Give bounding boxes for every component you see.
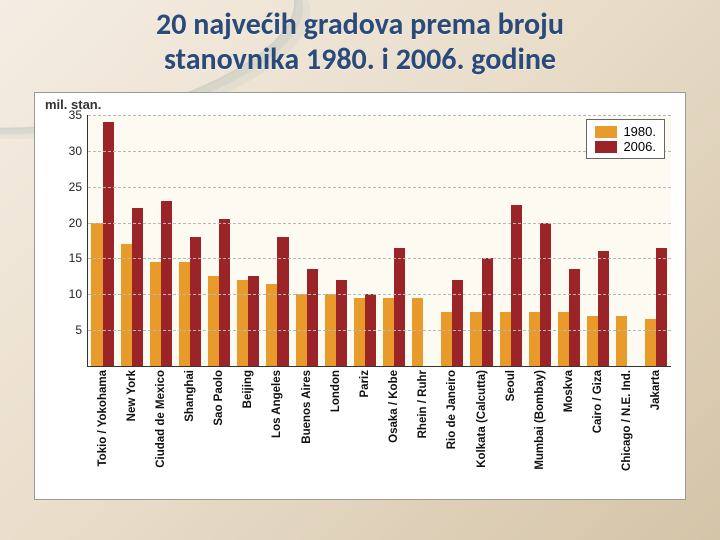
bar-y1980	[587, 316, 598, 366]
bar-y1980	[150, 262, 161, 366]
bar-y2006	[394, 248, 405, 366]
bar-y2006	[452, 280, 463, 366]
grid-line	[88, 151, 671, 152]
x-tick-label: Kolkata (Calcutta)	[476, 370, 488, 468]
y-tick: 5	[75, 323, 82, 337]
bar-y1980	[266, 284, 277, 366]
bar-y2006	[219, 219, 230, 366]
chart-inner: mil. stan. 5101520253035Tokio / Yokohama…	[39, 97, 681, 495]
legend-swatch-2006	[595, 141, 617, 153]
bar-y1980	[616, 316, 627, 366]
bar-y1980	[208, 276, 219, 366]
bar-y2006	[656, 248, 667, 366]
y-tick: 30	[69, 144, 82, 158]
bar-y2006	[511, 205, 522, 366]
x-tick-label: Mumbai (Bombay)	[534, 370, 546, 470]
legend-swatch-1980	[595, 126, 617, 138]
bars-container	[88, 115, 671, 366]
x-tick-label: London	[330, 370, 342, 412]
grid-line	[88, 294, 671, 295]
x-tick-label: Sao Paolo	[213, 370, 225, 426]
x-tick-label: Los Angeles	[271, 370, 283, 438]
bar-y2006	[336, 280, 347, 366]
legend-row-1980: 1980.	[595, 124, 656, 139]
x-tick-label: Cairo / Giza	[592, 370, 604, 433]
grid-line	[88, 187, 671, 188]
bar-y1980	[121, 244, 132, 366]
x-tick-label: Seoul	[505, 370, 517, 401]
grid-line	[88, 330, 671, 331]
x-tick-label: Moskva	[563, 370, 575, 412]
bar-y1980	[529, 312, 540, 366]
bar-y2006	[132, 208, 143, 366]
bar-y1980	[470, 312, 481, 366]
grid-line	[88, 223, 671, 224]
bar-y1980	[441, 312, 452, 366]
chart-frame: mil. stan. 5101520253035Tokio / Yokohama…	[34, 92, 686, 500]
y-tick: 10	[69, 287, 82, 301]
y-tick: 15	[69, 251, 82, 265]
plot-area: 5101520253035Tokio / YokohamaNew YorkCiu…	[87, 115, 671, 367]
x-tick-label: Buenos Aires	[301, 370, 313, 444]
bar-y1980	[237, 280, 248, 366]
x-tick-label: Beijing	[242, 370, 254, 408]
bar-y2006	[161, 201, 172, 366]
bar-y2006	[307, 269, 318, 366]
bar-y2006	[569, 269, 580, 366]
x-tick-label: Pariz	[359, 370, 371, 398]
bar-y2006	[190, 237, 201, 366]
y-tick: 20	[69, 216, 82, 230]
x-tick-label: Rio de Janeiro	[446, 370, 458, 449]
x-tick-label: Shanghai	[184, 370, 196, 422]
title-line-2: stanovnika 1980. i 2006. godine	[164, 41, 556, 78]
bar-y1980	[354, 298, 365, 366]
bar-y2006	[482, 258, 493, 366]
x-tick-label: Jakarta	[650, 370, 662, 410]
x-tick-label: Osaka / Kobe	[388, 370, 400, 443]
page-title: 20 najvećih gradova prema broju stanovni…	[0, 8, 720, 77]
legend-label-1980: 1980.	[623, 124, 656, 139]
bar-y1980	[558, 312, 569, 366]
bar-y1980	[179, 262, 190, 366]
x-tick-label: Ciudad de Mexico	[155, 370, 167, 468]
y-tick: 35	[69, 108, 82, 122]
legend-row-2006: 2006.	[595, 139, 656, 154]
legend: 1980. 2006.	[586, 119, 665, 159]
y-tick: 25	[69, 180, 82, 194]
bar-y1980	[412, 298, 423, 366]
bar-y2006	[248, 276, 259, 366]
grid-line	[88, 115, 671, 116]
legend-label-2006: 2006.	[623, 139, 656, 154]
x-tick-label: Chicago / N.E. Ind.	[621, 370, 633, 471]
bar-y1980	[500, 312, 511, 366]
bar-y1980	[645, 319, 656, 366]
title-line-1: 20 najvećih gradova prema broju	[156, 6, 564, 43]
bar-y2006	[598, 251, 609, 366]
x-tick-label: Rhein / Ruhr	[417, 370, 429, 438]
bar-y1980	[383, 298, 394, 366]
grid-line	[88, 258, 671, 259]
x-tick-label: New York	[126, 370, 138, 421]
x-tick-label: Tokio / Yokohama	[97, 370, 109, 467]
bar-y2006	[277, 237, 288, 366]
